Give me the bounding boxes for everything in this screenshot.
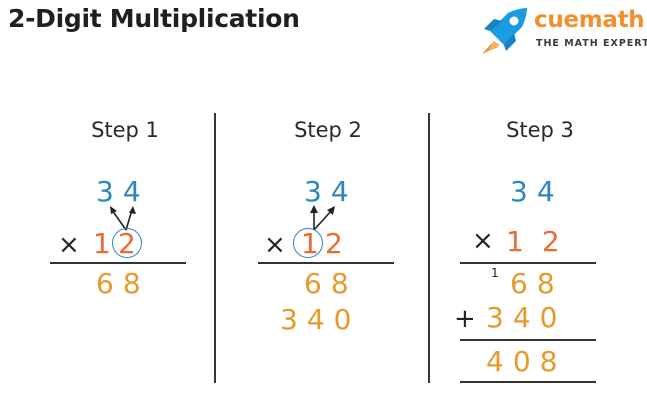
multiplicand: 34: [510, 175, 564, 208]
product-line: [460, 262, 596, 264]
multiply-arrows: [310, 205, 335, 231]
sum-line: [460, 339, 596, 341]
logo-tagline: THE MATH EXPERT: [536, 38, 647, 49]
final-product: 408: [486, 345, 567, 378]
highlight-circle: [293, 228, 323, 258]
partial-product-1: 68: [96, 267, 150, 300]
multiplier-ones-digit: 2: [118, 227, 145, 260]
multiplicand: 34: [96, 175, 150, 208]
multiplier-tens-digit: 1: [301, 227, 328, 260]
logo-name: cuemath: [534, 7, 645, 33]
product-line: [258, 262, 394, 264]
rocket-icon: [482, 8, 527, 54]
column-divider-1: [214, 113, 216, 383]
multiplier-tens-digit: 1: [93, 227, 120, 260]
page-title: 2-Digit Multiplication: [8, 4, 300, 33]
product-line: [50, 262, 186, 264]
result-underline: [460, 381, 596, 383]
times-sign: ×: [264, 230, 286, 260]
partial-product-1: 68: [304, 267, 358, 300]
plus-sign: +: [454, 304, 476, 334]
partial-product-2: 340: [486, 301, 567, 334]
highlight-circle: [112, 228, 142, 258]
cuemath-logo: cuemath THE MATH EXPERT: [478, 5, 647, 57]
column-divider-2: [428, 113, 430, 383]
partial-product-1: 68: [510, 267, 564, 300]
multiply-arrows: [110, 206, 136, 231]
multiplicand: 34: [304, 175, 358, 208]
multiplier: 12: [506, 225, 578, 258]
step-title: Step 1: [91, 118, 159, 142]
carry-digit: 1: [491, 266, 499, 280]
partial-product-2: 340: [280, 303, 361, 336]
step-title: Step 2: [294, 118, 362, 142]
step-title: Step 3: [506, 118, 574, 142]
times-sign: ×: [58, 230, 80, 260]
times-sign: ×: [472, 226, 494, 256]
multiplier-ones-digit: 2: [325, 227, 352, 260]
